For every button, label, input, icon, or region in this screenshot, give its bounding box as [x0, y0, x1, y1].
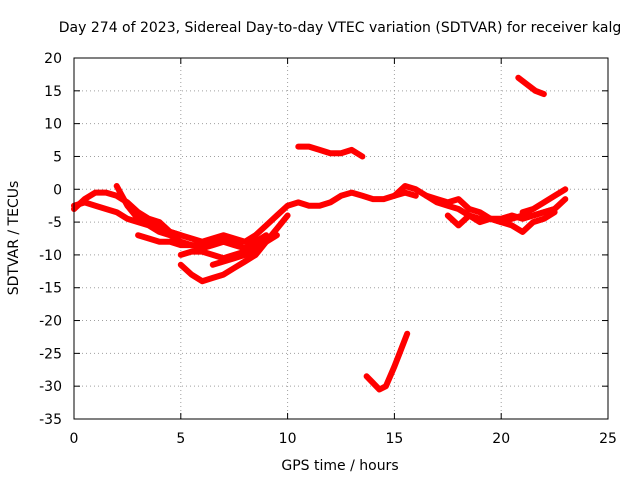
series-line-arc-3 — [113, 183, 248, 245]
series-line-arc-12 — [519, 186, 569, 216]
x-tick-label: 10 — [279, 431, 297, 447]
series — [71, 74, 569, 393]
y-tick-label: 20 — [44, 51, 62, 67]
plot-frame — [73, 57, 609, 420]
chart-title: Day 274 of 2023, Sidereal Day-to-day VTE… — [59, 20, 621, 36]
series-line-arc-7 — [209, 248, 259, 268]
y-tick-label: -25 — [39, 346, 62, 362]
y-tick-label: -15 — [39, 281, 62, 297]
x-tick-label: 5 — [176, 431, 185, 447]
x-tick-label: 0 — [70, 431, 79, 447]
x-tick-labels: 0 5 10 15 20 25 — [70, 431, 617, 447]
ticks — [73, 57, 609, 420]
y-tick-label: 5 — [53, 149, 62, 165]
grid — [74, 58, 608, 419]
y-tick-label: 10 — [44, 117, 62, 133]
y-tick-label: 15 — [44, 84, 62, 100]
series-line-arc-14 — [515, 74, 547, 98]
y-tick-label: -10 — [39, 248, 62, 264]
series-line-arc-13 — [363, 330, 411, 393]
series-line-arc-4 — [135, 232, 270, 252]
x-tick-label: 25 — [599, 431, 617, 447]
x-tick-label: 15 — [385, 431, 403, 447]
y-axis-label: SDTVAR / TECUs — [6, 181, 22, 296]
y-tick-labels: 20 15 10 5 0 -5 -10 -15 -20 -25 -30 -35 — [39, 51, 62, 428]
series-line-arc-8 — [295, 143, 366, 160]
y-tick-label: 0 — [53, 182, 62, 198]
series-line-arc-6 — [177, 232, 280, 262]
y-tick-label: -35 — [39, 412, 62, 428]
y-tick-label: -5 — [48, 215, 62, 231]
x-axis-label: GPS time / hours — [281, 458, 398, 474]
y-tick-label: -20 — [39, 314, 62, 330]
y-tick-label: -30 — [39, 379, 62, 395]
x-tick-label: 20 — [492, 431, 510, 447]
series-line-arc-11 — [444, 206, 558, 229]
